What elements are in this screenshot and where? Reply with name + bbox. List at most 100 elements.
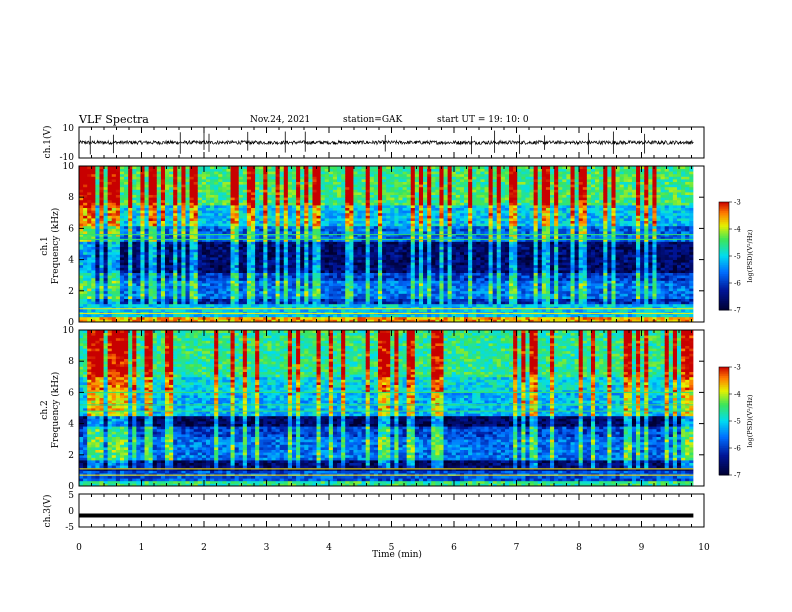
spectrogram-cell: [177, 257, 182, 260]
spectrogram-cell: [230, 210, 236, 214]
spectrogram-cell: [287, 181, 293, 185]
spectrogram-cell: [242, 236, 248, 240]
spectrogram-cell: [275, 244, 281, 247]
spectrogram-cell: [308, 168, 313, 172]
spectrogram-cell: [287, 290, 293, 294]
spectrogram-cell: [308, 207, 313, 211]
spectrogram-cell: [369, 197, 375, 201]
spectrogram-cell: [210, 181, 215, 185]
spectrogram-cell: [128, 179, 133, 182]
spectrogram-cell: [160, 257, 166, 260]
spectrogram-cell: [83, 171, 88, 175]
spectrogram-cell: [308, 228, 313, 232]
spectrogram-cell: [79, 225, 84, 229]
spectrogram-cell: [95, 189, 100, 193]
spectrogram-cell: [189, 257, 195, 260]
spectrogram-cell: [111, 215, 117, 219]
spectrogram-cell: [394, 280, 399, 284]
spectrogram-cell: [95, 194, 100, 198]
spectrogram-cell: [156, 280, 162, 284]
spectrogram-cell: [353, 316, 358, 320]
spectrogram-cell: [238, 319, 244, 323]
spectrogram-cell: [140, 283, 145, 286]
spectrogram-cell: [255, 262, 260, 266]
spectrogram-cell: [242, 202, 248, 206]
spectrogram-cell: [132, 220, 137, 224]
spectrogram-cell: [361, 316, 367, 320]
spectrogram-cell: [300, 228, 305, 232]
spectrogram-cell: [185, 244, 190, 247]
spectrogram-cell: [99, 290, 104, 294]
spectrogram-cell: [349, 176, 354, 180]
spectrogram-cell: [365, 176, 371, 180]
spectrogram-cell: [242, 249, 248, 253]
spectrogram-cell: [263, 181, 268, 185]
spectrogram-cell: [296, 231, 301, 234]
spectrogram-cell: [181, 241, 186, 245]
spectrogram-cell: [296, 179, 301, 182]
spectrogram-cell: [394, 168, 399, 172]
spectrogram-cell: [324, 306, 330, 310]
spectrogram-cell: [361, 244, 367, 247]
spectrogram-cell: [177, 259, 182, 263]
spectrogram-cell: [205, 257, 211, 260]
spectrogram-cell: [312, 262, 317, 266]
spectrogram-cell: [201, 192, 207, 195]
spectrogram-cell: [107, 220, 113, 224]
spectrogram-cell: [156, 272, 162, 276]
spectrogram-cell: [251, 303, 256, 307]
spectrogram-cell: [394, 212, 399, 216]
spectrogram-cell: [140, 194, 145, 198]
spectrogram-cell: [398, 205, 403, 208]
spectrogram-cell: [316, 246, 322, 250]
spectrogram-cell: [140, 244, 145, 247]
spectrogram-cell: [242, 223, 248, 227]
spectrogram-cell: [382, 186, 387, 190]
spectrogram-cell: [263, 249, 268, 253]
spectrogram-cell: [410, 259, 416, 263]
spectrogram-cell: [283, 270, 289, 273]
spectrogram-cell: [324, 238, 330, 242]
spectrogram-cell: [361, 184, 367, 188]
spectrogram-cell: [410, 207, 416, 211]
spectrogram-cell: [345, 220, 350, 224]
spectrogram-cell: [79, 166, 84, 169]
spectrogram-cell: [226, 231, 231, 234]
spectrogram-cell: [328, 171, 334, 175]
spectrogram-cell: [337, 296, 342, 299]
spectrogram-cell: [320, 181, 326, 185]
spectrogram-cell: [201, 179, 207, 182]
spectrogram-cell: [201, 231, 207, 234]
spectrogram-cell: [128, 173, 133, 177]
spectrogram-cell: [320, 189, 326, 193]
spectrogram-cell: [148, 184, 154, 188]
spectrogram-cell: [267, 270, 272, 273]
spectrogram-cell: [238, 306, 244, 310]
spectrogram-cell: [316, 262, 322, 266]
spectrogram-cell: [165, 171, 170, 175]
spectrogram-cell: [271, 251, 276, 255]
spectrogram-cell: [251, 301, 256, 305]
spectrogram-cell: [328, 220, 334, 224]
spectrogram-cell: [177, 202, 182, 206]
spectrogram-cell: [189, 231, 195, 234]
spectrogram-cell: [267, 267, 272, 271]
spectrogram-cell: [337, 225, 342, 229]
spectrogram-cell: [205, 283, 211, 286]
spectrogram-cell: [316, 244, 322, 247]
spectrogram-cell: [234, 166, 240, 169]
spectrogram-cell: [332, 254, 338, 258]
spectrogram-cell: [124, 303, 129, 307]
spectrogram-cell: [124, 306, 129, 310]
spectrogram-cell: [210, 218, 215, 221]
spectrogram-cell: [156, 173, 162, 177]
spectrogram-cell: [394, 238, 399, 242]
spectrogram-cell: [296, 272, 301, 276]
spectrogram-cell: [173, 249, 178, 253]
spectrogram-cell: [373, 285, 379, 289]
spectrogram-cell: [128, 207, 133, 211]
spectrogram-cell: [152, 290, 158, 294]
spectrogram-cell: [115, 176, 121, 180]
spectrogram-cell: [287, 259, 293, 263]
spectrogram-cell: [291, 223, 297, 227]
